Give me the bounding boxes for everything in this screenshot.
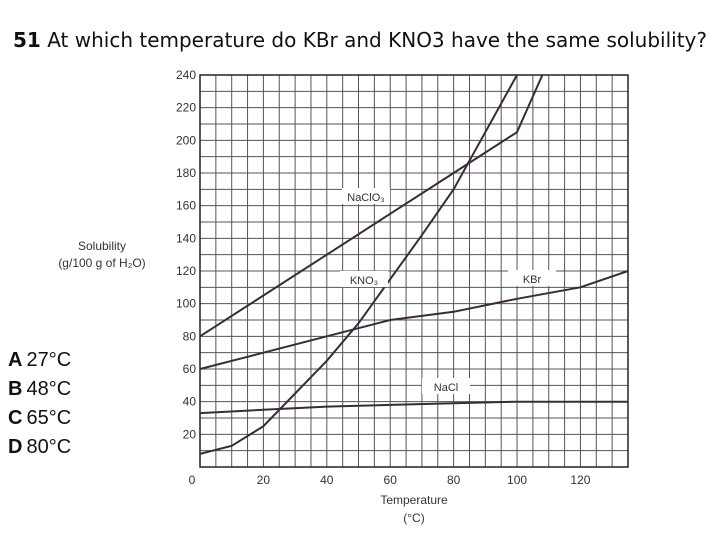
series-label: NaClO₃ xyxy=(347,192,385,204)
y-tick-label: 140 xyxy=(176,231,196,245)
y-tick-label: 80 xyxy=(183,329,197,343)
y-tick-label: 100 xyxy=(176,297,196,311)
y-tick-label: 220 xyxy=(176,101,196,115)
y-tick-label: 40 xyxy=(183,395,197,409)
y-tick-label: 20 xyxy=(183,427,197,441)
series-label: NaCl xyxy=(434,382,458,394)
y-tick-label: 240 xyxy=(176,68,196,82)
series-label: KNO₃ xyxy=(350,275,378,287)
series-label: KBr xyxy=(523,274,542,286)
y-tick-label: 200 xyxy=(176,133,196,147)
x-tick-label: 0 xyxy=(189,473,196,487)
x-tick-label: 60 xyxy=(384,473,398,487)
y-axis-label: (g/100 g of H₂O) xyxy=(58,256,145,270)
x-tick-label: 120 xyxy=(570,473,590,487)
y-tick-label: 60 xyxy=(183,362,197,376)
x-tick-label: 80 xyxy=(447,473,461,487)
x-axis-label: (°C) xyxy=(403,511,424,525)
series-line xyxy=(200,402,628,413)
x-axis-label: Temperature xyxy=(380,493,448,507)
y-axis-label: Solubility xyxy=(78,239,126,253)
x-tick-label: 40 xyxy=(320,473,334,487)
x-tick-label: 100 xyxy=(507,473,527,487)
y-tick-label: 160 xyxy=(176,199,196,213)
x-tick-label: 20 xyxy=(257,473,271,487)
y-tick-label: 120 xyxy=(176,264,196,278)
y-tick-label: 180 xyxy=(176,166,196,180)
